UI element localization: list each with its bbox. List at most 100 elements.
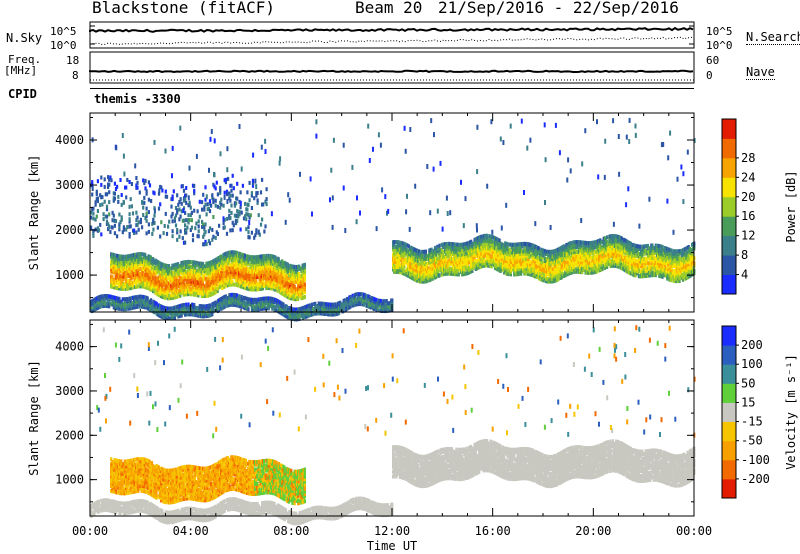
range-gate-cell [599, 268, 602, 272]
range-gate-cell [546, 272, 549, 276]
range-gate-cell [158, 263, 161, 268]
range-gate-cell [512, 265, 515, 270]
range-gate-cell [235, 263, 238, 268]
range-gate-cell [448, 266, 451, 271]
range-gate-cell [295, 269, 299, 274]
range-gate-cell [287, 283, 291, 288]
range-gate-cell [266, 256, 269, 261]
range-gate-cell [172, 295, 175, 300]
range-gate-cell [210, 260, 214, 264]
range-gate-cell [179, 276, 182, 281]
range-gate-cell [208, 290, 211, 295]
range-gate-cell [399, 255, 403, 260]
range-gate-cell [463, 262, 466, 267]
range-gate-cell [473, 255, 476, 260]
range-gate-cell [685, 256, 688, 261]
range-gate-cell [441, 267, 444, 272]
range-gate-cell [497, 250, 500, 255]
range-gate-cell [116, 296, 119, 301]
range-gate-cell [221, 278, 224, 283]
range-gate-cell [152, 289, 155, 294]
range-gate-cell [426, 279, 429, 284]
range-gate-cell [560, 245, 563, 250]
range-gate-cell [500, 249, 503, 254]
range-gate-cell [115, 276, 118, 281]
range-gate-cell [592, 248, 595, 253]
range-gate-cell [463, 252, 466, 257]
range-gate-cell [396, 242, 399, 247]
range-gate-cell [200, 276, 203, 281]
range-gate-cell [113, 253, 116, 258]
range-gate-cell [570, 253, 574, 258]
range-gate-cell [606, 260, 609, 264]
range-gate-cell [636, 266, 639, 271]
range-gate-cell [623, 237, 626, 242]
range-gate-cell [611, 261, 614, 266]
range-gate-cell [214, 282, 217, 287]
range-gate-cell [470, 247, 473, 252]
range-gate-cell [158, 268, 161, 273]
range-gate-cell [235, 270, 238, 275]
range-gate-cell [225, 271, 228, 276]
range-gate-cell [555, 270, 558, 275]
range-gate-cell [235, 253, 238, 258]
range-gate-cell [208, 263, 211, 268]
range-gate-cell [181, 288, 184, 292]
range-gate-cell [629, 264, 632, 269]
range-gate-cell [636, 264, 639, 269]
range-gate-cell [480, 259, 483, 264]
range-gate-cell [138, 279, 141, 284]
range-gate-cell [242, 260, 245, 265]
range-gate-cell [649, 253, 652, 258]
range-gate-cell [599, 250, 602, 255]
range-gate-cell [438, 256, 441, 261]
range-gate-cell [447, 246, 450, 251]
range-gate-cell [196, 290, 199, 295]
range-gate-cell [120, 299, 123, 304]
range-gate-cell [632, 272, 635, 277]
range-gate-cell [633, 265, 636, 270]
range-gate-cell [204, 264, 207, 269]
range-gate-cell [266, 286, 269, 290]
range-gate-cell [550, 277, 553, 282]
range-gate-cell [649, 265, 652, 270]
range-gate-cell [610, 263, 613, 268]
range-gate-cell [428, 278, 431, 283]
range-gate-cell [190, 279, 193, 284]
range-gate-cell [191, 272, 194, 277]
range-gate-cell [225, 273, 228, 278]
range-gate-cell [564, 251, 567, 255]
range-gate-cell [287, 265, 291, 270]
range-gate-cell [266, 268, 269, 273]
range-gate-cell [692, 252, 695, 256]
range-gate-cell [668, 272, 671, 277]
range-gate-cell [424, 249, 427, 254]
range-gate-cell [529, 267, 532, 272]
range-gate-cell [158, 273, 161, 278]
range-gate-cell [473, 247, 476, 252]
range-gate-cell [259, 264, 262, 269]
range-gate-cell [644, 244, 647, 249]
range-gate-cell [162, 262, 165, 267]
range-gate-cell [446, 269, 449, 274]
range-gate-cell [526, 244, 529, 249]
range-gate-cell [155, 266, 158, 271]
range-gate-cell [252, 262, 255, 267]
range-gate-cell [522, 261, 525, 266]
range-gate-cell [134, 297, 137, 302]
range-gate-cell [187, 292, 190, 297]
range-gate-cell [576, 264, 579, 269]
range-gate-cell [675, 269, 678, 274]
range-gate-cell [497, 245, 500, 250]
range-gate-cell [664, 266, 668, 271]
range-gate-cell [435, 252, 438, 257]
range-gate-cell [566, 257, 569, 262]
range-gate-cell [560, 275, 563, 280]
range-gate-cell [676, 271, 679, 276]
range-gate-cell [599, 248, 602, 253]
range-gate-cell [114, 261, 117, 265]
range-gate-cell [145, 283, 148, 287]
range-gate-cell [232, 282, 235, 287]
range-gate-cell [398, 270, 401, 275]
range-gate-cell [403, 251, 406, 256]
